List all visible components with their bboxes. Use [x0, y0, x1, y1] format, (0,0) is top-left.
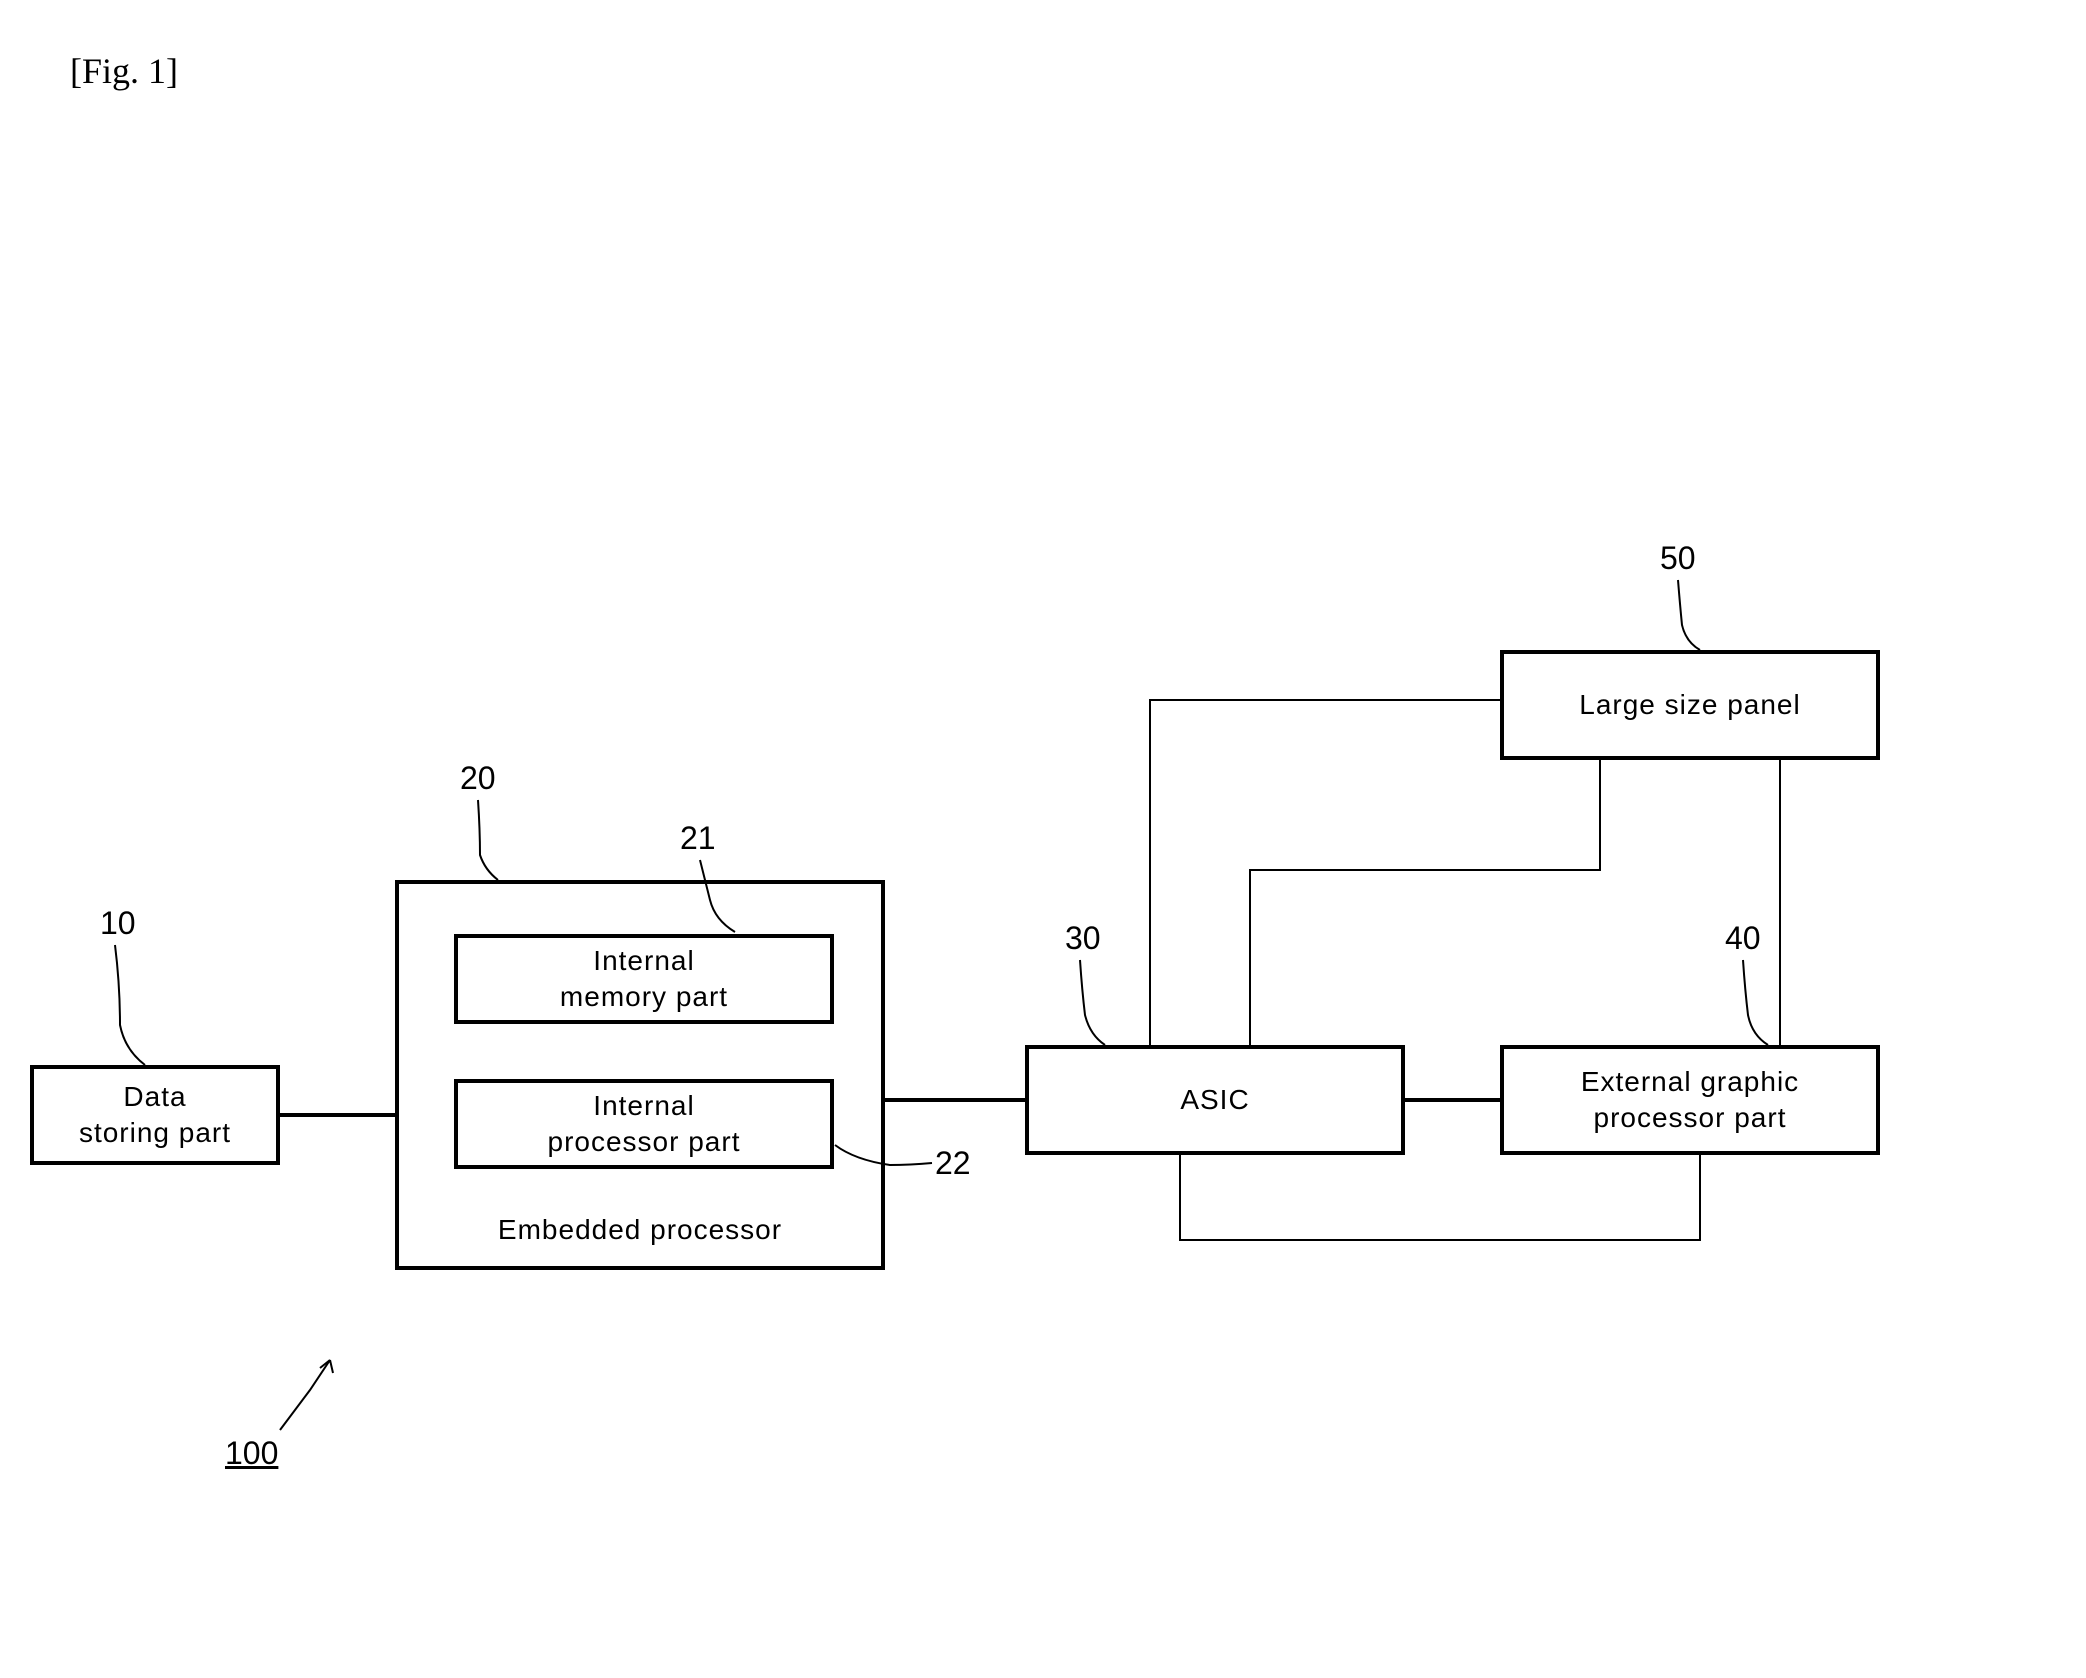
ref-num-20-text: 20: [460, 760, 496, 796]
ref-num-40-text: 40: [1725, 920, 1761, 956]
connector-lines: [0, 0, 2086, 1678]
block-internal-memory: Internalmemory part: [454, 934, 834, 1024]
ref-num-20: 20: [460, 760, 496, 797]
diagram-container: [Fig. 1] Datastoring part Internalmemory…: [0, 0, 2086, 1678]
ref-num-30: 30: [1065, 920, 1101, 957]
block-external-graphic-label: External graphicprocessor part: [1581, 1064, 1799, 1137]
block-internal-memory-label: Internalmemory part: [560, 943, 728, 1016]
figure-label: [Fig. 1]: [70, 50, 178, 92]
block-internal-processor: Internalprocessor part: [454, 1079, 834, 1169]
ref-num-22: 22: [935, 1145, 971, 1182]
ref-num-30-text: 30: [1065, 920, 1101, 956]
block-embedded-processor: Internalmemory part Internalprocessor pa…: [395, 880, 885, 1270]
ref-num-50-text: 50: [1660, 540, 1696, 576]
figure-label-text: [Fig. 1]: [70, 51, 178, 91]
block-external-graphic: External graphicprocessor part: [1500, 1045, 1880, 1155]
block-internal-processor-label: Internalprocessor part: [548, 1088, 741, 1161]
ref-num-21: 21: [680, 820, 716, 857]
ref-num-40: 40: [1725, 920, 1761, 957]
block-large-panel-label: Large size panel: [1579, 687, 1800, 723]
ref-num-100: 100: [225, 1435, 278, 1472]
block-data-storing: Datastoring part: [30, 1065, 280, 1165]
ref-num-50: 50: [1660, 540, 1696, 577]
block-large-panel: Large size panel: [1500, 650, 1880, 760]
ref-num-22-text: 22: [935, 1145, 971, 1181]
ref-num-10: 10: [100, 905, 136, 942]
ref-num-10-text: 10: [100, 905, 136, 941]
block-asic-label: ASIC: [1180, 1082, 1249, 1118]
ref-num-21-text: 21: [680, 820, 716, 856]
ref-num-100-text: 100: [225, 1435, 278, 1471]
block-data-storing-label: Datastoring part: [79, 1079, 231, 1152]
block-embedded-processor-label: Embedded processor: [399, 1214, 881, 1246]
block-asic: ASIC: [1025, 1045, 1405, 1155]
